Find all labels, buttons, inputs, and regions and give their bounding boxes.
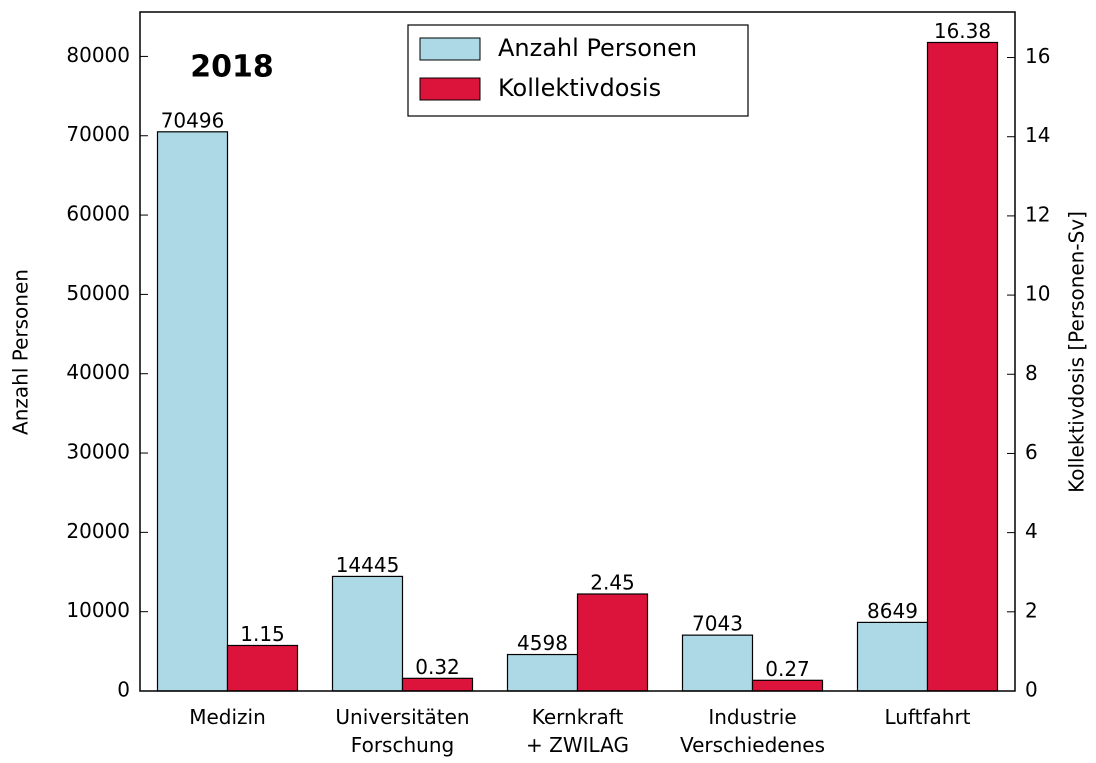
legend-label: Anzahl Personen — [498, 34, 697, 62]
value-label: 8649 — [867, 599, 918, 623]
legend-label: Kollektivdosis — [498, 74, 661, 102]
legend-swatch — [419, 77, 481, 101]
bar — [156, 131, 229, 692]
y2-tick-label: 16 — [1025, 44, 1050, 68]
y-tick-label: 20000 — [66, 519, 130, 543]
y-tick-label: 40000 — [66, 360, 130, 384]
x-tick-label: Luftfahrt — [884, 705, 971, 729]
x-tick-label: Universitäten Forschung — [335, 705, 470, 757]
bar — [856, 621, 929, 692]
bar — [401, 677, 474, 692]
value-label: 1.15 — [240, 622, 285, 646]
bar — [926, 41, 999, 692]
y-axis-label: Anzahl Personen — [9, 269, 33, 435]
value-label: 70496 — [161, 108, 225, 132]
y2-tick-label: 4 — [1025, 519, 1038, 543]
y-tick-label: 70000 — [66, 122, 130, 146]
bar — [506, 653, 579, 692]
y-tick-label: 30000 — [66, 440, 130, 464]
bar — [681, 634, 754, 692]
y2-tick-label: 8 — [1025, 361, 1038, 385]
bar — [576, 593, 649, 692]
bar — [226, 644, 299, 692]
y2-tick-label: 6 — [1025, 440, 1038, 464]
y2-axis-label: Kollektivdosis [Personen-Sv] — [1065, 211, 1089, 493]
x-tick-label: Medizin — [189, 705, 266, 729]
value-label: 2.45 — [590, 571, 635, 595]
bar — [331, 575, 404, 692]
value-label: 0.32 — [415, 655, 460, 679]
value-label: 0.27 — [765, 657, 810, 681]
bar — [751, 679, 824, 692]
plot-frame — [139, 11, 1016, 692]
value-label: 14445 — [336, 553, 400, 577]
value-label: 7043 — [692, 612, 743, 636]
y2-tick-label: 14 — [1025, 123, 1050, 147]
y-tick-label: 10000 — [66, 598, 130, 622]
legend-swatch — [419, 37, 481, 61]
y-tick-label: 80000 — [66, 43, 130, 67]
y-tick-label: 0 — [117, 678, 130, 702]
x-tick-label: Kernkraft + ZWILAG — [526, 705, 629, 757]
y2-tick-label: 10 — [1025, 282, 1050, 306]
y2-tick-label: 12 — [1025, 202, 1050, 226]
value-label: 16.38 — [934, 19, 991, 43]
y2-tick-label: 2 — [1025, 598, 1038, 622]
annotation: 2018 — [190, 50, 274, 85]
value-label: 4598 — [517, 631, 568, 655]
y-tick-label: 50000 — [66, 281, 130, 305]
y2-tick-label: 0 — [1025, 678, 1038, 702]
y-tick-label: 60000 — [66, 202, 130, 226]
x-tick-label: Industrie Verschiedenes — [679, 705, 825, 757]
